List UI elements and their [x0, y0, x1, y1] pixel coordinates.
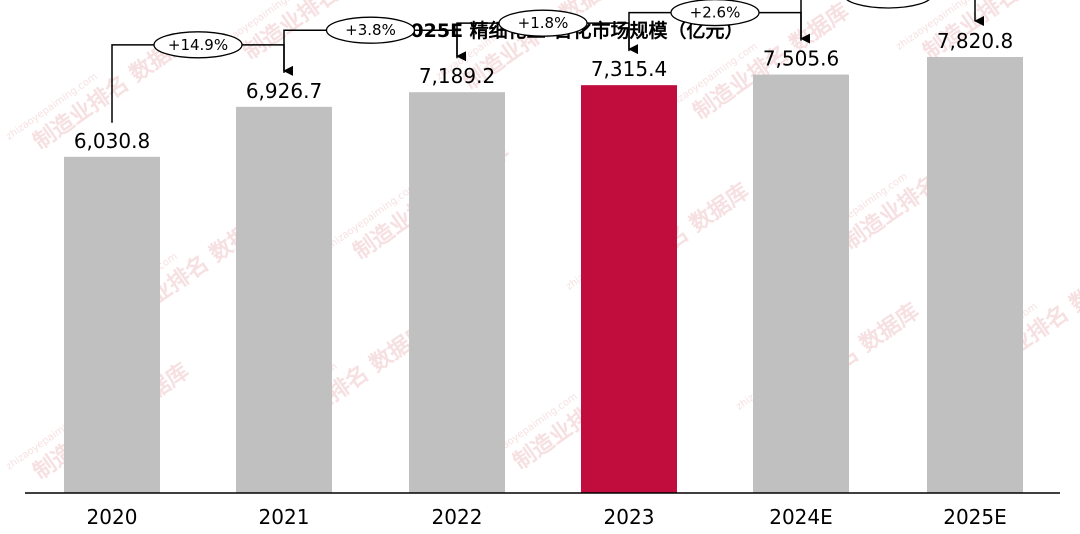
- bars: 6,030.8 6,926.7 7,189.2 7,315.4 7,505.6 7,820…: [64, 29, 1023, 494]
- data-label-2021: 6,926.7: [246, 79, 322, 103]
- bar-2021: [236, 106, 332, 493]
- growth-bubble: [153, 31, 243, 59]
- bar-2025E: [927, 56, 1023, 494]
- x-tick-label-2023: 2023: [604, 505, 655, 529]
- x-tick-label-2025E: 2025E: [943, 505, 1007, 529]
- data-label-2023: 7,315.4: [591, 57, 667, 81]
- data-label-2020: 6,030.8: [74, 129, 150, 153]
- bar-2020: [64, 156, 160, 493]
- bar-2024E: [753, 74, 849, 493]
- growth-label: +3.8%: [345, 21, 396, 39]
- growth-bubble: [846, 0, 930, 9]
- x-tick-label-2021: 2021: [259, 505, 310, 529]
- bar-2023: [581, 85, 677, 494]
- growth-label: +14.9%: [168, 36, 228, 54]
- growth-connector: +3.8%: [283, 16, 466, 73]
- data-label-2024E: 7,505.6: [763, 47, 839, 71]
- bar-2022: [409, 92, 505, 494]
- x-tick-label-2024E: 2024E: [769, 505, 833, 529]
- growth-label: +1.8%: [518, 14, 569, 32]
- growth-connector: +4.2%: [800, 0, 984, 41]
- data-label-2022: 7,189.2: [419, 64, 495, 88]
- x-axis-tick-labels: 2020 2021 2022 2023 2024E 2025E: [87, 505, 1007, 529]
- x-tick-label-2022: 2022: [432, 505, 483, 529]
- growth-bubble: [325, 16, 416, 44]
- growth-label: +4.2%: [863, 0, 914, 4]
- growth-annotations: +14.9% +3.8% +1.8% +2.6% +4.2%: [111, 0, 984, 123]
- growth-bubble: [498, 9, 588, 37]
- data-label-2025E: 7,820.8: [937, 29, 1013, 53]
- x-tick-label-2020: 2020: [87, 505, 138, 529]
- growth-arrow: [800, 0, 984, 41]
- growth-bubble: [670, 0, 760, 27]
- growth-connector: +2.6%: [628, 0, 810, 52]
- growth-label: +2.6%: [690, 4, 741, 22]
